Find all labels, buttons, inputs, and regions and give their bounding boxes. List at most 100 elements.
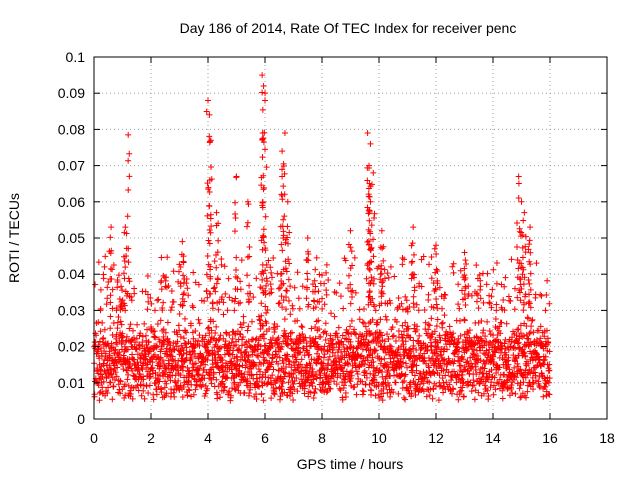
data-point bbox=[127, 321, 134, 328]
data-point bbox=[349, 262, 356, 269]
data-point bbox=[185, 292, 192, 299]
data-point bbox=[221, 263, 228, 270]
data-point bbox=[158, 286, 165, 293]
data-point bbox=[310, 376, 317, 383]
data-point bbox=[425, 355, 432, 362]
data-point bbox=[267, 264, 274, 271]
data-point bbox=[473, 298, 480, 305]
data-point bbox=[146, 348, 153, 355]
data-point bbox=[407, 383, 414, 390]
data-point bbox=[285, 240, 292, 247]
data-point bbox=[97, 305, 104, 312]
data-point bbox=[144, 273, 151, 280]
data-point bbox=[277, 284, 284, 291]
data-point bbox=[311, 288, 318, 295]
data-point bbox=[131, 285, 138, 292]
data-point bbox=[307, 389, 314, 396]
data-point bbox=[459, 356, 466, 363]
data-point bbox=[259, 199, 266, 206]
data-point bbox=[263, 282, 270, 289]
data-point bbox=[459, 353, 466, 360]
data-point bbox=[126, 173, 133, 180]
data-point bbox=[263, 320, 270, 327]
data-point bbox=[203, 108, 210, 115]
data-point bbox=[262, 247, 269, 254]
data-point bbox=[482, 351, 489, 358]
data-point bbox=[320, 346, 327, 353]
data-point bbox=[121, 257, 128, 264]
data-point bbox=[285, 297, 292, 304]
data-point bbox=[378, 393, 385, 400]
data-point bbox=[420, 253, 427, 260]
data-point bbox=[336, 280, 343, 287]
data-point bbox=[108, 371, 115, 378]
data-point bbox=[184, 392, 191, 399]
data-point bbox=[346, 336, 353, 343]
data-point bbox=[370, 253, 377, 260]
data-point bbox=[229, 297, 236, 304]
data-point bbox=[232, 386, 239, 393]
data-point bbox=[365, 339, 372, 346]
y-tick-label: 0.08 bbox=[58, 121, 85, 137]
data-point bbox=[457, 317, 464, 324]
data-point bbox=[205, 324, 212, 331]
data-point bbox=[232, 210, 239, 217]
data-point bbox=[503, 320, 510, 327]
data-point bbox=[508, 256, 515, 263]
data-point bbox=[387, 393, 394, 400]
data-point bbox=[221, 383, 228, 390]
data-point bbox=[503, 358, 510, 365]
data-point bbox=[312, 304, 319, 311]
data-point bbox=[232, 267, 239, 274]
data-point bbox=[363, 370, 370, 377]
axis-ticks: 0 2 4 6 8 10 12 14 16 18 0 0.01 0.02 0.03 0.04 0.05 0.06… bbox=[58, 49, 615, 446]
data-point bbox=[174, 331, 181, 338]
data-point bbox=[278, 293, 285, 300]
data-point bbox=[435, 397, 442, 404]
data-point bbox=[522, 353, 529, 360]
data-point bbox=[205, 97, 211, 104]
data-point bbox=[525, 335, 532, 342]
data-point bbox=[345, 361, 352, 368]
data-point bbox=[236, 345, 243, 352]
data-point bbox=[359, 332, 366, 339]
data-point bbox=[433, 301, 440, 308]
data-point bbox=[365, 210, 372, 217]
data-point bbox=[440, 379, 447, 386]
data-point bbox=[213, 252, 220, 259]
data-point bbox=[176, 386, 183, 393]
data-point bbox=[485, 376, 492, 383]
data-point bbox=[490, 391, 497, 398]
data-point bbox=[256, 374, 263, 381]
data-point bbox=[125, 259, 132, 266]
data-point bbox=[129, 367, 136, 374]
data-point bbox=[405, 325, 412, 332]
data-point bbox=[125, 186, 132, 193]
data-point bbox=[162, 277, 169, 284]
y-tick-label: 0 bbox=[77, 411, 85, 427]
data-point bbox=[514, 294, 521, 301]
data-point bbox=[260, 397, 267, 404]
data-point bbox=[246, 244, 253, 251]
data-point bbox=[108, 275, 115, 282]
data-point bbox=[337, 387, 344, 394]
data-point bbox=[438, 351, 445, 358]
data-point bbox=[106, 248, 113, 255]
data-point bbox=[440, 356, 447, 363]
data-point bbox=[247, 380, 254, 387]
data-point bbox=[338, 338, 345, 345]
data-point bbox=[317, 280, 324, 287]
data-point bbox=[280, 369, 287, 376]
data-point bbox=[323, 389, 330, 396]
data-point bbox=[131, 290, 138, 297]
data-point bbox=[222, 341, 229, 348]
data-point bbox=[451, 368, 458, 375]
data-point bbox=[282, 294, 289, 301]
data-point bbox=[188, 381, 195, 388]
data-point bbox=[387, 263, 394, 270]
data-point bbox=[247, 290, 254, 297]
data-point bbox=[249, 318, 256, 325]
data-point bbox=[323, 371, 330, 378]
data-point bbox=[95, 319, 102, 326]
data-point bbox=[171, 393, 178, 400]
